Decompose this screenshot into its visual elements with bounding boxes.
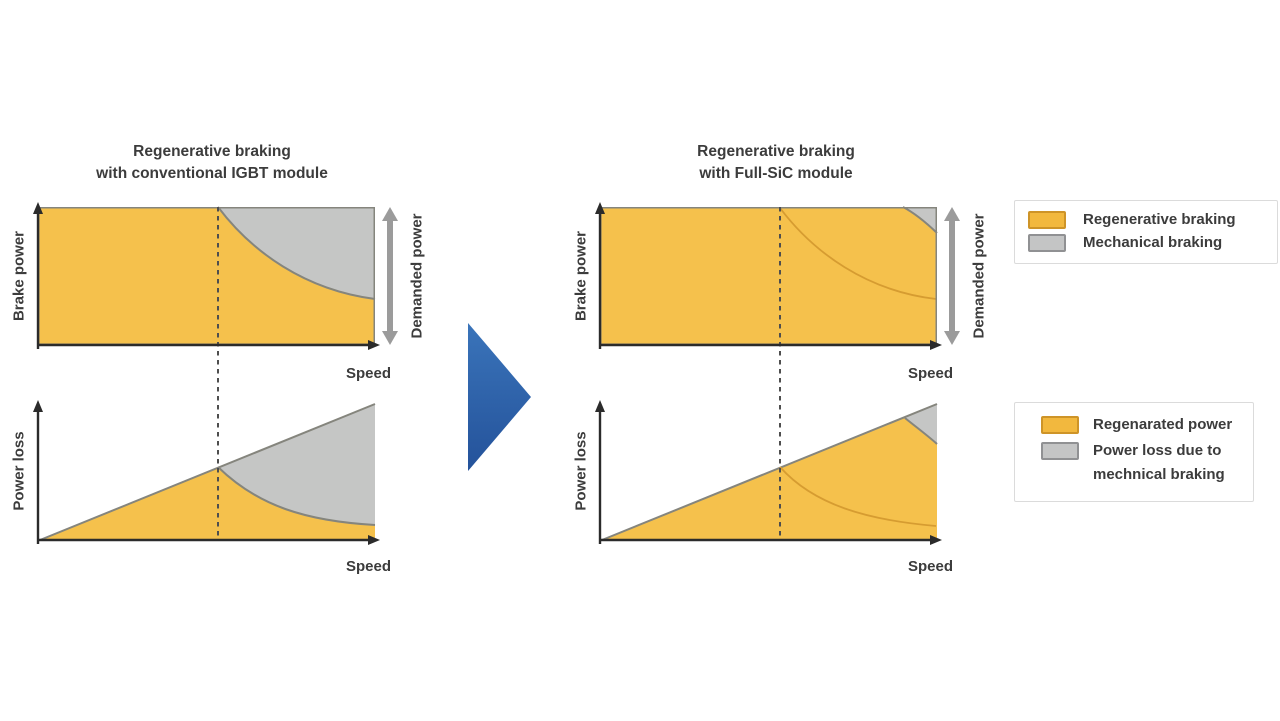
igbt-loss-linear-line xyxy=(39,403,376,541)
sic-brake-x-axis-label: Speed xyxy=(907,365,953,382)
igbt-loss-y-axis-label: Power loss xyxy=(10,431,28,511)
sic-loss-xaxis-arrowhead xyxy=(930,535,942,545)
sic-igbt-reference-curve xyxy=(779,207,937,300)
legend-item-regenerated-power: Regenarated power xyxy=(1041,416,1253,437)
igbt-demanded-power-arrow xyxy=(382,207,398,345)
sic-brake-xaxis-arrowhead xyxy=(930,340,942,350)
igbt-loss-decay-curve xyxy=(217,466,376,526)
sic-brake-power-chart xyxy=(600,206,938,345)
igbt-demanded-power-label: Demanded power xyxy=(408,213,426,339)
igbt-title-line2: with conventional IGBT module xyxy=(96,165,328,182)
igbt-loss-xaxis-arrowhead xyxy=(368,535,380,545)
sic-loss-yaxis-arrowhead xyxy=(595,400,605,412)
sic-loss-igbt-reference-curve xyxy=(779,466,937,527)
legend-item-mechanical-braking: Mechanical braking xyxy=(1028,234,1277,252)
regenerative-braking-swatch xyxy=(1028,211,1066,229)
igbt-regen-boundary-curve xyxy=(217,206,376,300)
igbt-brake-power-chart xyxy=(38,206,376,345)
sic-demanded-power-arrow xyxy=(944,207,960,345)
igbt-brake-axes xyxy=(36,212,370,349)
legend-label: Power loss due to mechnical braking xyxy=(1093,442,1225,483)
igbt-mechanical-area xyxy=(218,207,375,299)
igbt-brake-yaxis-arrowhead xyxy=(33,202,43,214)
igbt-loss-x-axis-label: Speed xyxy=(345,558,391,575)
sic-power-loss-chart xyxy=(601,403,938,541)
sic-loss-y-axis-label: Power loss xyxy=(572,431,590,511)
igbt-loss-axes xyxy=(36,410,370,544)
sic-loss-linear-line xyxy=(601,403,938,541)
sic-loss-x-axis-label: Speed xyxy=(907,558,953,575)
igbt-power-loss-chart xyxy=(39,403,376,541)
mechanical-braking-swatch xyxy=(1028,234,1066,252)
sic-demanded-power-label: Demanded power xyxy=(970,213,988,339)
braking-legend: Regenerative braking Mechanical braking xyxy=(1014,200,1278,264)
legend-label: Regenarated power xyxy=(1093,416,1233,433)
igbt-panel-title: Regenerative braking with conventional I… xyxy=(47,141,377,185)
sic-brake-y-axis-label: Brake power xyxy=(572,230,590,322)
power-legend: Regenarated power Power loss due to mech… xyxy=(1014,402,1254,502)
transition-arrow-icon xyxy=(468,323,531,471)
igbt-loss-regen-area xyxy=(40,467,375,540)
igbt-brake-x-axis-label: Speed xyxy=(345,365,391,382)
sic-loss-axes xyxy=(598,410,932,544)
sic-title-line1: Regenerative braking xyxy=(697,143,855,160)
legend-label: Mechanical braking xyxy=(1083,234,1223,251)
sic-brake-axes xyxy=(598,212,932,349)
regenerated-power-swatch xyxy=(1041,416,1079,434)
sic-regenerative-area xyxy=(600,207,937,345)
igbt-title-line1: Regenerative braking xyxy=(133,143,291,160)
sic-brake-yaxis-arrowhead xyxy=(595,202,605,214)
mechanical-power-loss-swatch xyxy=(1041,442,1079,460)
legend-item-mechanical-power-loss: Power loss due to mechnical braking xyxy=(1041,442,1253,487)
legend-label: Regenerative braking xyxy=(1083,211,1236,228)
sic-loss-regen-area xyxy=(602,418,937,540)
igbt-loss-yaxis-arrowhead xyxy=(33,400,43,412)
sic-loss-boundary-curve xyxy=(904,417,938,445)
sic-title-line2: with Full-SiC module xyxy=(699,165,853,182)
sic-regen-boundary-curve xyxy=(902,206,938,234)
igbt-brake-y-axis-label: Brake power xyxy=(10,230,28,322)
legend-item-regenerative-braking: Regenerative braking xyxy=(1028,211,1277,229)
sic-mechanical-corner-area xyxy=(903,207,937,233)
sic-panel-title: Regenerative braking with Full-SiC modul… xyxy=(611,141,941,185)
igbt-brake-xaxis-arrowhead xyxy=(368,340,380,350)
